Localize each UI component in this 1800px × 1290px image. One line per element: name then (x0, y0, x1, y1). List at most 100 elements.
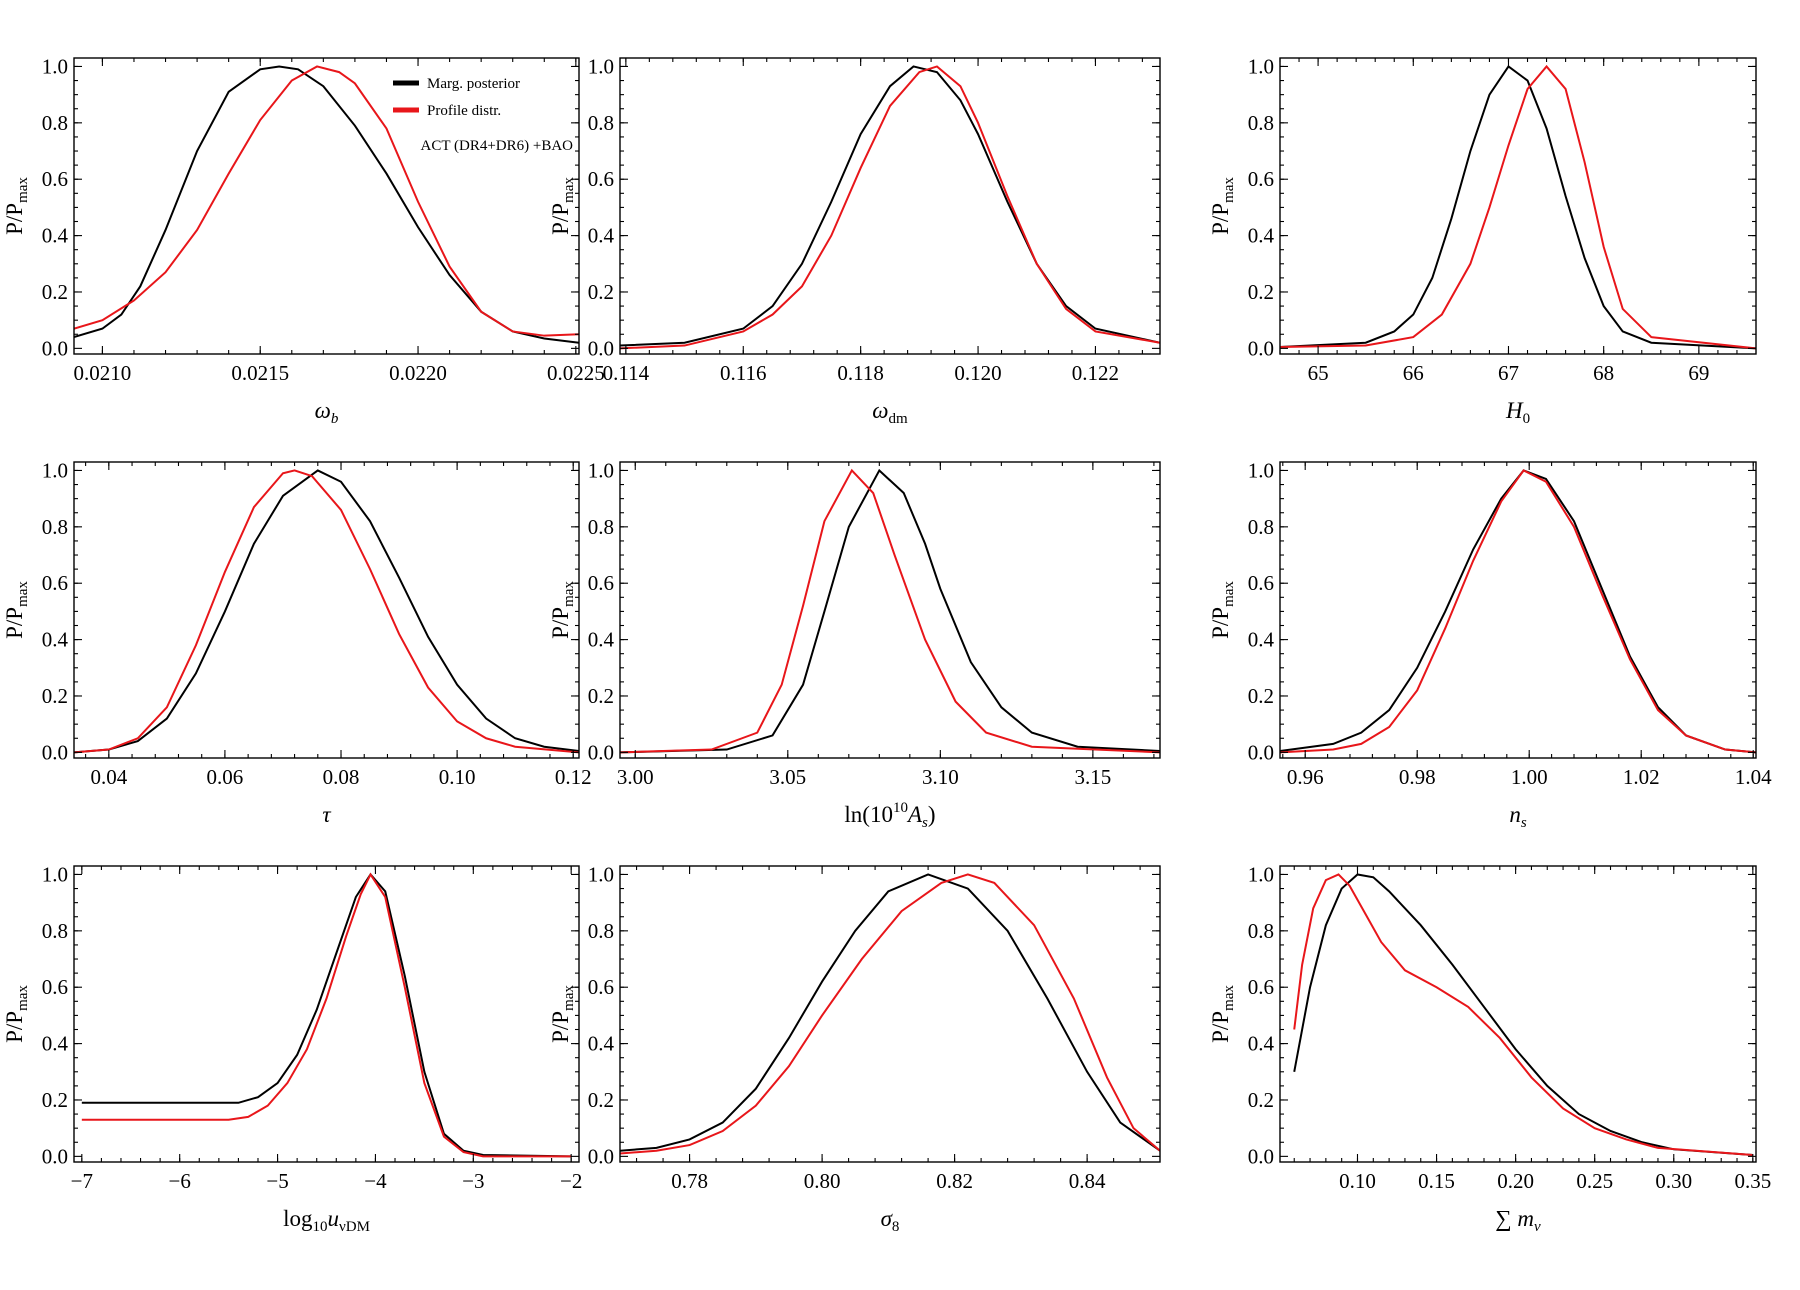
y-tick-label: 0.4 (42, 224, 69, 248)
x-tick-label: 66 (1403, 361, 1424, 385)
panel-2: 0.114 0.116 0.118 0.120 0.122 0.0 0.2 0.4 0.6 0.8… (548, 54, 1161, 427)
marg-posterior-curve (620, 873, 1160, 1152)
x-tick-label: 0.10 (439, 765, 476, 789)
y-tick-label: 0.0 (588, 740, 614, 764)
marg-posterior-curve (620, 65, 1160, 347)
y-tick-label: 0.2 (1248, 1088, 1274, 1112)
y-tick-label: 0.4 (42, 1032, 69, 1056)
x-axis-label: H0 (1505, 398, 1530, 427)
x-tick-label: 0.06 (207, 765, 244, 789)
x-axis-label: ns (1509, 802, 1527, 831)
plot-frame (73, 461, 580, 759)
plot-frame (73, 57, 580, 355)
y-axis-label: P/Pmax (2, 985, 31, 1043)
y-tick-label: 0.0 (588, 336, 614, 360)
y-tick-label: 0.0 (588, 1144, 614, 1168)
profile-distr-curve (1280, 64, 1756, 350)
y-tick-label: 0.0 (1248, 1144, 1274, 1168)
y-tick-label: 0.6 (42, 975, 68, 999)
x-tick-label: 65 (1308, 361, 1329, 385)
y-tick-label: 1.0 (588, 54, 614, 78)
y-tick-label: 0.4 (1248, 224, 1275, 248)
y-tick-label: 0.2 (588, 280, 614, 304)
x-tick-label: 0.96 (1287, 765, 1324, 789)
y-tick-label: 0.0 (1248, 740, 1274, 764)
x-tick-label: 3.15 (1075, 765, 1112, 789)
y-tick-label: 0.6 (588, 167, 614, 191)
x-tick-label: 3.00 (617, 765, 654, 789)
x-tick-label: 0.116 (720, 361, 766, 385)
x-tick-label: −4 (364, 1169, 387, 1193)
y-tick-label: 0.6 (588, 975, 614, 999)
x-tick-label: 0.04 (90, 765, 127, 789)
y-axis-label: P/Pmax (548, 985, 577, 1043)
x-tick-label: 0.30 (1655, 1169, 1692, 1193)
x-tick-label: 68 (1593, 361, 1614, 385)
y-tick-label: 0.0 (42, 1144, 68, 1168)
x-axis-label: ωdm (872, 398, 908, 427)
y-tick-label: 0.4 (42, 628, 69, 652)
y-tick-label: 0.6 (42, 571, 68, 595)
x-tick-label: 0.80 (804, 1169, 841, 1193)
x-tick-label: 0.08 (323, 765, 360, 789)
y-tick-label: 0.8 (42, 111, 68, 135)
x-tick-label: 0.98 (1399, 765, 1436, 789)
x-tick-label: −2 (560, 1169, 582, 1193)
y-tick-label: 0.2 (1248, 280, 1274, 304)
x-tick-label: 67 (1498, 361, 1519, 385)
y-tick-label: 0.2 (588, 1088, 614, 1112)
y-tick-label: 0.0 (42, 740, 68, 764)
marg-posterior-curve (74, 65, 579, 344)
plot-frame (73, 865, 580, 1163)
legend-label-profile: Profile distr. (427, 103, 501, 119)
panel-5: 3.00 3.05 3.10 3.15 0.0 0.2 0.4 0.6 0.8 1.0 P/Pmax… (548, 458, 1161, 831)
profile-distr-curve (74, 65, 579, 337)
profile-distr-curve (74, 469, 579, 754)
x-tick-label: 0.0225 (547, 361, 605, 385)
y-axis-label: P/Pmax (1208, 985, 1237, 1043)
x-tick-label: 3.05 (769, 765, 806, 789)
panel-9: 0.10 0.15 0.20 0.25 0.30 0.35 0.0 0.2 0.4 0.6 0.8 1… (1208, 862, 1771, 1235)
y-tick-label: 0.8 (588, 919, 614, 943)
x-axis-label: τ (322, 802, 331, 827)
y-tick-label: 1.0 (588, 458, 614, 482)
plot-frame (1279, 865, 1757, 1163)
x-tick-label: −6 (169, 1169, 191, 1193)
x-axis-label: log10uνDM (283, 1206, 370, 1235)
y-tick-label: 0.8 (42, 515, 68, 539)
x-tick-label: 0.0210 (74, 361, 132, 385)
x-tick-label: 0.120 (954, 361, 1001, 385)
y-tick-label: 0.6 (1248, 571, 1274, 595)
x-axis-label: ∑ mν (1495, 1206, 1541, 1235)
profile-distr-curve (1293, 873, 1753, 1156)
profile-distr-curve (81, 872, 572, 1158)
panel-4: 0.04 0.06 0.08 0.10 0.12 0.0 0.2 0.4 0.6 0.8 1.0 P/… (2, 458, 592, 827)
y-axis-label: P/Pmax (1208, 177, 1237, 235)
y-tick-label: 0.4 (1248, 628, 1275, 652)
x-tick-label: 0.82 (936, 1169, 973, 1193)
y-axis-label: P/Pmax (548, 581, 577, 639)
legend: Marg. posterior Profile distr. ACT (DR4+DR… (393, 76, 573, 154)
y-tick-label: 1.0 (588, 862, 614, 886)
y-tick-label: 0.2 (42, 280, 68, 304)
x-tick-label: 0.0215 (231, 361, 289, 385)
plot-frame (1279, 57, 1757, 355)
x-tick-label: 0.0220 (389, 361, 447, 385)
x-tick-label: 0.78 (671, 1169, 708, 1193)
y-tick-label: 0.0 (1248, 336, 1274, 360)
legend-label-marg: Marg. posterior (427, 76, 520, 92)
y-axis-label: P/Pmax (1208, 581, 1237, 639)
x-tick-label: 0.114 (603, 361, 650, 385)
y-tick-label: 0.8 (1248, 515, 1274, 539)
y-tick-label: 1.0 (42, 54, 68, 78)
x-tick-label: −3 (462, 1169, 484, 1193)
y-tick-label: 0.2 (42, 1088, 68, 1112)
x-tick-label: 0.35 (1734, 1169, 1771, 1193)
profile-distr-curve (1280, 469, 1756, 754)
panel-8: 0.78 0.80 0.82 0.84 0.0 0.2 0.4 0.6 0.8 1.0 P/Pmax… (548, 862, 1161, 1235)
y-tick-label: 1.0 (1248, 54, 1274, 78)
marg-posterior-curve (1280, 65, 1756, 350)
plot-frame (619, 57, 1161, 355)
x-tick-label: 1.00 (1511, 765, 1548, 789)
y-tick-label: 0.4 (588, 628, 615, 652)
